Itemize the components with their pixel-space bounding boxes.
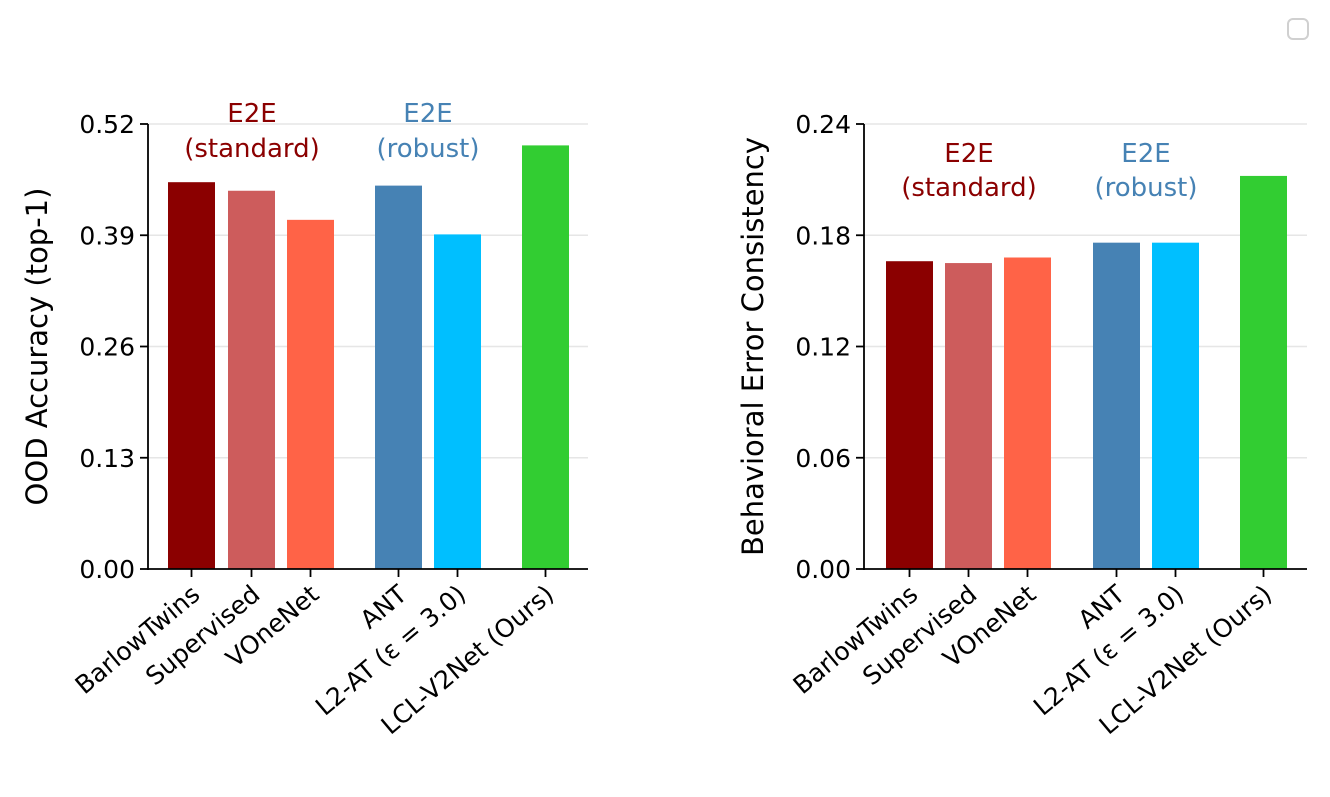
bar — [434, 234, 481, 569]
bar — [1004, 257, 1051, 569]
group-label-subtitle: (robust) — [1094, 173, 1197, 203]
y-axis-label: OOD Accuracy (top-1) — [20, 188, 54, 506]
y-tick-label: 0.24 — [795, 110, 851, 139]
bar — [886, 261, 933, 569]
bar — [1240, 175, 1287, 569]
bar — [945, 263, 992, 569]
y-axis-label: Behavioral Error Consistency — [736, 137, 770, 556]
bar — [228, 190, 275, 569]
y-tick-label: 0.13 — [79, 444, 135, 473]
toggle-checkbox[interactable] — [1287, 18, 1309, 40]
group-label-subtitle: (standard) — [901, 173, 1037, 203]
y-tick-label: 0.39 — [79, 221, 135, 250]
y-tick-label: 0.00 — [79, 555, 135, 584]
chart-2: 0.000.060.120.180.24BarlowTwinsSupervise… — [736, 110, 1307, 740]
group-label-title: E2E — [227, 99, 276, 129]
bar — [375, 185, 422, 569]
bar — [1152, 242, 1199, 569]
y-tick-label: 0.18 — [795, 221, 851, 250]
y-tick-label: 0.12 — [795, 333, 851, 362]
bar — [522, 145, 569, 569]
y-tick-label: 0.06 — [795, 444, 851, 473]
y-tick-label: 0.26 — [79, 333, 135, 362]
y-tick-label: 0.00 — [795, 555, 851, 584]
chart-1: 0.000.130.260.390.52BarlowTwinsSupervise… — [20, 99, 588, 740]
group-label-title: E2E — [1121, 139, 1170, 169]
group-label-title: E2E — [403, 99, 452, 129]
bar — [287, 219, 334, 569]
bar — [168, 182, 215, 569]
y-tick-label: 0.52 — [79, 110, 135, 139]
bar — [1093, 242, 1140, 569]
group-label-title: E2E — [944, 139, 993, 169]
group-label-subtitle: (robust) — [376, 134, 479, 164]
group-label-subtitle: (standard) — [184, 134, 320, 164]
